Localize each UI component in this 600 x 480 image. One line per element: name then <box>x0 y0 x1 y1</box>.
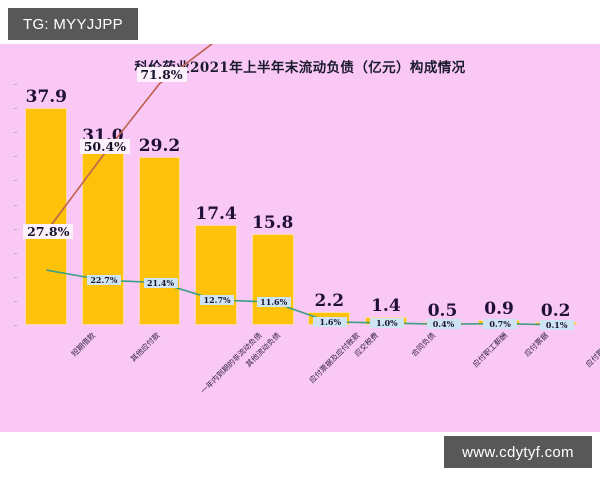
x-axis-category-label: 合同负债 <box>409 330 437 359</box>
x-axis-category-label: 应付职工薪酬 <box>470 330 509 369</box>
chart-canvas: 科伦药业2021年上半年末流动负债（亿元）构成情况 37.9 短期借款 31.0 其他… <box>0 44 600 432</box>
y-axis-tick <box>14 204 17 206</box>
top-left-watermark-text: TG: MYYJJPP <box>23 15 123 33</box>
bottom-right-watermark: www.cdytyf.com <box>444 436 592 468</box>
share-percent-label: 1.6% <box>313 316 348 327</box>
y-axis-tick <box>14 156 17 158</box>
x-axis-category-label: 短期借款 <box>69 330 98 359</box>
bar-value-label: 15.8 <box>251 213 294 234</box>
bar <box>81 147 124 325</box>
y-axis-tick <box>14 300 17 302</box>
y-axis-tick <box>14 228 17 230</box>
bar <box>195 225 238 325</box>
share-percent-label: 1.0% <box>369 318 404 329</box>
top-left-watermark: TG: MYYJJPP <box>8 8 138 40</box>
y-axis-tick <box>14 180 17 182</box>
bar-value-label: 37.9 <box>25 86 68 107</box>
cumulative-percent-label: 27.8% <box>23 223 74 239</box>
plot-area: 37.9 短期借款 31.0 其他应付款 29.2 一年内到期的非流动负债 17.4 其他流动… <box>18 84 600 395</box>
chart-title: 科伦药业2021年上半年末流动负债（亿元）构成情况 <box>134 60 466 76</box>
share-percent-label: 22.7% <box>86 275 121 286</box>
share-percent-label: 0.7% <box>483 318 518 329</box>
bar-value-label: 0.2 <box>540 301 571 321</box>
y-axis-tick <box>14 84 17 85</box>
bar <box>251 234 294 325</box>
y-axis-tick <box>14 325 17 326</box>
cumulative-percent-label: 50.4% <box>79 138 130 154</box>
share-percent-label: 0.1% <box>539 319 574 330</box>
y-axis-tick <box>14 276 17 278</box>
cumulative-percent-label: 71.8% <box>136 66 187 82</box>
bottom-right-watermark-text: www.cdytyf.com <box>462 443 574 461</box>
y-axis-ticks <box>14 84 18 326</box>
x-axis-category-label: 应付票据 <box>522 330 551 359</box>
y-axis-tick <box>14 132 17 134</box>
y-axis-tick <box>14 252 17 254</box>
y-axis-tick <box>14 108 17 110</box>
bar <box>138 157 181 325</box>
x-axis-category-label: 应付票据及应付账款 <box>307 330 362 385</box>
x-axis-category-label: 应付职工薪酬 <box>583 330 600 369</box>
share-percent-label: 11.6% <box>256 297 291 308</box>
share-percent-label: 12.7% <box>200 294 235 305</box>
bar <box>25 107 68 325</box>
share-percent-label: 21.4% <box>143 277 178 288</box>
share-percent-label: 0.4% <box>426 319 461 330</box>
bar-value-label: 29.2 <box>138 136 181 157</box>
x-axis-category-label: 其他应付款 <box>128 330 162 364</box>
